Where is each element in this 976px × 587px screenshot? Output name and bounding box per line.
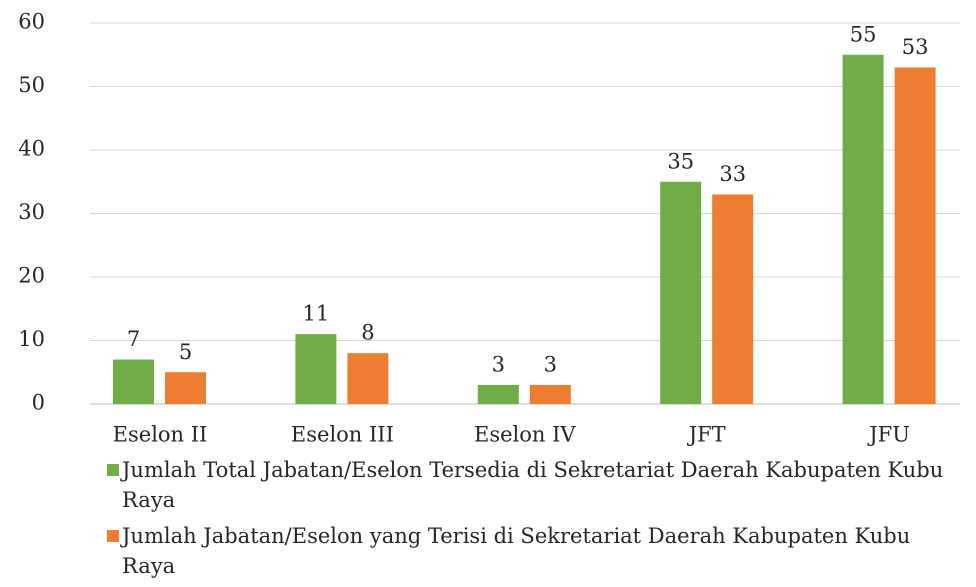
y-tick-label: 20 — [18, 264, 45, 288]
value-label: 3 — [492, 352, 505, 376]
bar — [842, 54, 884, 404]
y-tick-label: 30 — [18, 200, 45, 224]
bar — [529, 384, 571, 404]
value-label: 8 — [361, 321, 374, 345]
y-tick-label: 60 — [18, 10, 45, 34]
legend-label: Jumlah Jabatan/Eselon yang Terisi di Sek… — [122, 524, 911, 578]
y-tick-label: 0 — [32, 391, 45, 415]
value-label: 33 — [719, 162, 746, 186]
bar — [113, 359, 154, 404]
legend-item: Jumlah Jabatan/Eselon yang Terisi di Sek… — [107, 521, 957, 581]
chart: 0 10 20 30 40 50 60 Eselon II 7 5 Eselon III 11 8 Ese… — [18, 10, 960, 447]
legend-swatch — [107, 464, 119, 476]
x-tick-label: JFU — [867, 423, 910, 447]
x-tick-label: Eselon IV — [474, 423, 576, 447]
bar — [660, 181, 702, 404]
legend-label: Jumlah Total Jabatan/Eselon Tersedia di … — [122, 458, 944, 512]
value-label: 11 — [303, 302, 330, 326]
bar — [347, 353, 389, 404]
bar — [894, 67, 936, 404]
value-label: 3 — [544, 352, 557, 376]
legend-item: Jumlah Total Jabatan/Eselon Tersedia di … — [107, 455, 957, 515]
value-label: 35 — [667, 149, 694, 173]
x-tick-label: JFT — [687, 423, 726, 447]
x-tick-label: Eselon III — [291, 423, 394, 447]
bar — [477, 384, 519, 404]
y-tick-label: 10 — [18, 327, 45, 351]
x-tick-label: Eselon II — [113, 423, 208, 447]
value-label: 7 — [127, 327, 140, 351]
y-tick-label: 40 — [18, 137, 45, 161]
bar — [712, 194, 754, 404]
legend: Jumlah Total Jabatan/Eselon Tersedia di … — [107, 455, 957, 587]
bar — [165, 372, 206, 404]
legend-swatch — [107, 530, 119, 542]
value-label: 55 — [850, 22, 877, 46]
y-tick-label: 50 — [18, 73, 45, 97]
value-label: 5 — [179, 340, 192, 364]
value-label: 53 — [902, 35, 929, 59]
bar — [295, 334, 337, 404]
